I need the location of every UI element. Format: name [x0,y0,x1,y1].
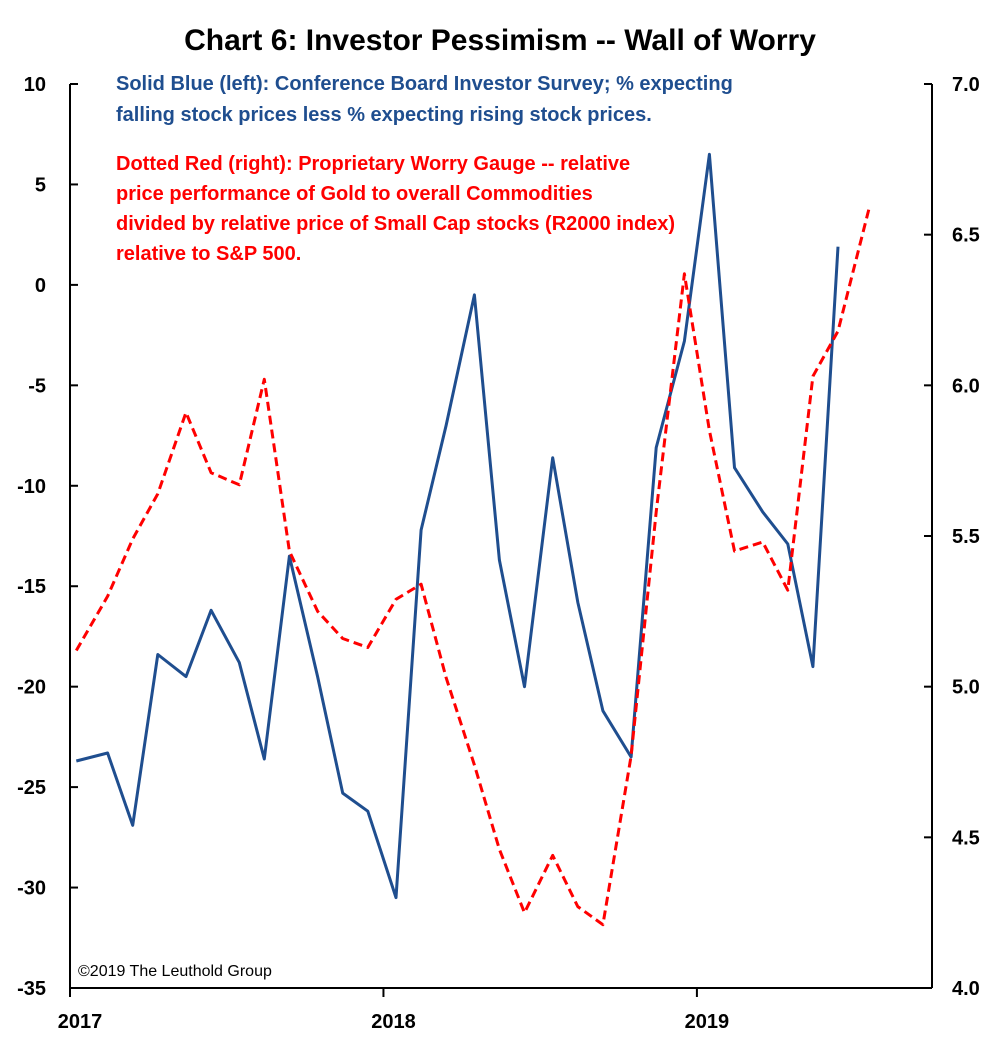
x-tick-label: 2019 [685,1011,730,1033]
annotation-blue-line-1: Solid Blue (left): Conference Board Inve… [116,73,733,95]
annotation-blue: Solid Blue (left): Conference Board Inve… [116,73,733,126]
left-y-tick-label: -15 [17,576,46,598]
left-y-tick-label: -10 [17,476,46,498]
x-tick-label: 2017 [58,1011,103,1033]
left-y-tick-label: -20 [17,677,46,699]
series-layer [75,152,871,927]
right-y-axis: 7.0 6.5 6.0 5.5 5.0 4.5 4.0 [924,74,980,1000]
right-y-tick-label: 7.0 [952,74,980,96]
left-y-tick-label: 5 [35,174,46,196]
x-ticks: 2017 2018 2019 [58,988,729,1033]
annotation-red-line-2: price performance of Gold to overall Com… [116,183,593,205]
left-y-tick-label: -30 [17,878,46,900]
worry-gauge-line [75,207,871,927]
left-y-axis: 10 5 0 -5 -10 -15 -20 -25 -30 -35 [17,74,78,1000]
right-y-tick-label: 4.5 [952,827,980,849]
annotation-red: Dotted Red (right): Proprietary Worry Ga… [116,153,675,265]
left-y-ticks: 10 5 0 -5 -10 -15 -20 -25 -30 -35 [17,74,78,1000]
left-y-tick-label: -5 [28,375,46,397]
annotation-red-line-4: relative to S&P 500. [116,243,301,265]
annotation-red-line-1: Dotted Red (right): Proprietary Worry Ga… [116,153,630,175]
right-y-tick-label: 6.0 [952,375,980,397]
right-y-ticks: 7.0 6.5 6.0 5.5 5.0 4.5 4.0 [924,74,980,1000]
right-y-tick-label: 5.5 [952,526,980,548]
x-axis: 2017 2018 2019 [58,987,932,1033]
annotation-red-line-3: divided by relative price of Small Cap s… [116,213,675,235]
right-y-tick-label: 5.0 [952,677,980,699]
right-y-tick-label: 4.0 [952,978,980,1000]
left-y-tick-label: 10 [24,74,46,96]
chart-title: Chart 6: Investor Pessimism -- Wall of W… [184,24,816,57]
left-y-tick-label: -25 [17,777,46,799]
left-y-tick-label: -35 [17,978,46,1000]
copyright-text: ©2019 The Leuthold Group [78,963,272,980]
left-y-tick-label: 0 [35,275,46,297]
right-y-tick-label: 6.5 [952,225,980,247]
x-tick-label: 2018 [371,1011,416,1033]
annotation-blue-line-2: falling stock prices less % expecting ri… [116,104,652,126]
investor-survey-line [75,152,840,900]
